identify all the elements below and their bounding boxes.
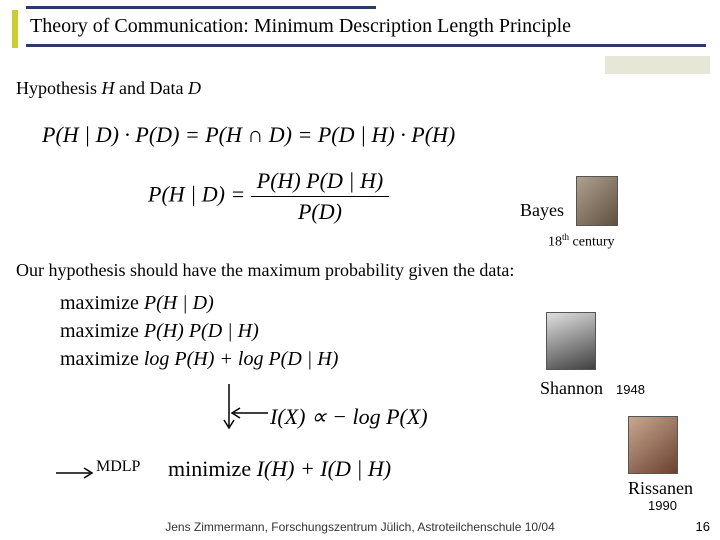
footer-text: Jens Zimmermann, Forschungszentrum Jülic…: [0, 520, 720, 534]
max-prob-line: Our hypothesis should have the maximum p…: [16, 260, 514, 281]
shannon-portrait: [546, 312, 596, 370]
keyword: maximize: [60, 320, 144, 342]
fraction: P(H) P(D | H)P(D): [251, 168, 389, 225]
eq-maximize-2: maximize P(H) P(D | H): [60, 320, 259, 343]
title-rule-bottom: [26, 44, 706, 47]
highlight-box: [605, 56, 710, 74]
accent-bar: [12, 10, 18, 48]
shannon-year: 1948: [616, 382, 645, 397]
bayes-century: 18th century: [548, 232, 615, 251]
var-H: H: [102, 78, 115, 98]
mdlp-label: MDLP: [96, 458, 140, 476]
title-block: Theory of Communication: Minimum Descrip…: [22, 6, 720, 47]
keyword: minimize: [168, 456, 257, 481]
page-number: 16: [696, 519, 710, 534]
keyword: maximize: [60, 348, 144, 370]
word: century: [569, 235, 614, 250]
keyword: maximize: [60, 292, 144, 314]
text: and Data: [115, 78, 188, 98]
equation-information: I(X) ∝ − log P(X): [270, 404, 428, 430]
numerator: P(H) P(D | H): [251, 168, 389, 197]
body: P(H | D): [144, 292, 214, 314]
body: I(H) + I(D | H): [257, 456, 392, 481]
var-D: D: [188, 78, 201, 98]
rissanen-year: 1990: [648, 498, 677, 513]
eq-maximize-1: maximize P(H | D): [60, 292, 214, 315]
num: 18: [548, 235, 562, 250]
equation-mdlp: minimize I(H) + I(D | H): [168, 456, 391, 482]
suffix: th: [562, 232, 569, 242]
arrow-right-icon: [54, 466, 94, 480]
arrow-left-icon: [230, 406, 270, 420]
body: log P(H) + log P(D | H): [144, 348, 339, 370]
denominator: P(D): [251, 197, 389, 225]
bayes-portrait: [576, 176, 618, 226]
text: Hypothesis: [16, 78, 102, 98]
hypothesis-line: Hypothesis H and Data D: [16, 78, 201, 99]
rissanen-portrait: [628, 416, 678, 474]
equation-bayes: P(H | D) = P(H) P(D | H)P(D): [148, 168, 389, 225]
body: P(H) P(D | H): [144, 320, 259, 342]
lhs: P(H | D) =: [148, 182, 251, 207]
equation-joint-probability: P(H | D) · P(D) = P(H ∩ D) = P(D | H) · …: [42, 122, 455, 148]
slide-title: Theory of Communication: Minimum Descrip…: [22, 9, 720, 44]
eq-maximize-3: maximize log P(H) + log P(D | H): [60, 348, 338, 371]
bayes-label: Bayes: [520, 200, 564, 221]
shannon-label: Shannon: [540, 378, 603, 399]
rissanen-label: Rissanen: [628, 478, 693, 499]
